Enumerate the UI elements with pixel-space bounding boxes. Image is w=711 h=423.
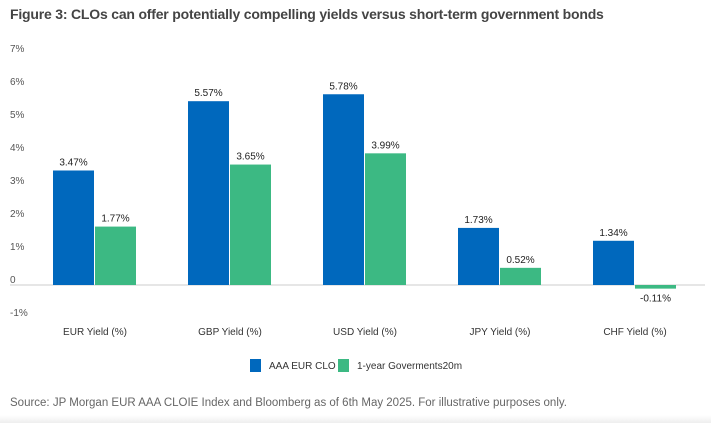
data-label: 3.65% bbox=[236, 152, 264, 163]
x-tick-label: GBP Yield (%) bbox=[198, 327, 262, 338]
y-tick-label: 6% bbox=[10, 77, 25, 88]
y-tick-label: 0 bbox=[10, 275, 16, 286]
legend-label: AAA EUR CLO bbox=[269, 361, 336, 372]
chart-title: Figure 3: CLOs can offer potentially com… bbox=[10, 6, 604, 22]
x-tick-label: CHF Yield (%) bbox=[603, 327, 666, 338]
legend-swatch bbox=[338, 359, 349, 372]
data-label: 1.73% bbox=[464, 215, 492, 226]
bar-clo bbox=[458, 227, 499, 285]
bar-clo bbox=[53, 170, 94, 285]
y-tick-label: 7% bbox=[10, 44, 25, 55]
x-tick-label: JPY Yield (%) bbox=[470, 327, 531, 338]
data-label: 1.34% bbox=[599, 228, 627, 239]
bar-clo bbox=[593, 240, 634, 285]
data-label: 3.99% bbox=[371, 140, 399, 151]
data-label: 5.57% bbox=[194, 88, 222, 99]
data-label: -0.11% bbox=[640, 294, 671, 305]
data-label: 3.47% bbox=[59, 157, 87, 168]
data-label: 1.77% bbox=[101, 214, 129, 225]
legend-label: 1-year Goverments20m bbox=[357, 361, 462, 372]
bottom-fade bbox=[0, 415, 711, 423]
x-tick-label: USD Yield (%) bbox=[333, 327, 397, 338]
y-tick-label: 4% bbox=[10, 143, 25, 154]
data-label: 5.78% bbox=[329, 81, 357, 92]
data-label: 0.52% bbox=[506, 255, 534, 266]
bar-clo bbox=[188, 101, 229, 285]
bar-gov bbox=[230, 164, 271, 285]
y-tick-label: 3% bbox=[10, 176, 25, 187]
bar-gov bbox=[500, 267, 541, 285]
y-tick-label: 1% bbox=[10, 242, 25, 253]
y-tick-label: 2% bbox=[10, 209, 25, 220]
y-tick-label: 5% bbox=[10, 110, 25, 121]
bar-gov bbox=[95, 226, 136, 285]
bar-clo bbox=[323, 94, 364, 285]
source-note: Source: JP Morgan EUR AAA CLOIE Index an… bbox=[10, 397, 567, 409]
bar-gov bbox=[365, 153, 406, 285]
x-tick-label: EUR Yield (%) bbox=[63, 327, 127, 338]
legend-swatch bbox=[250, 359, 261, 372]
bar-gov bbox=[635, 285, 676, 289]
y-tick-label: -1% bbox=[10, 308, 28, 319]
